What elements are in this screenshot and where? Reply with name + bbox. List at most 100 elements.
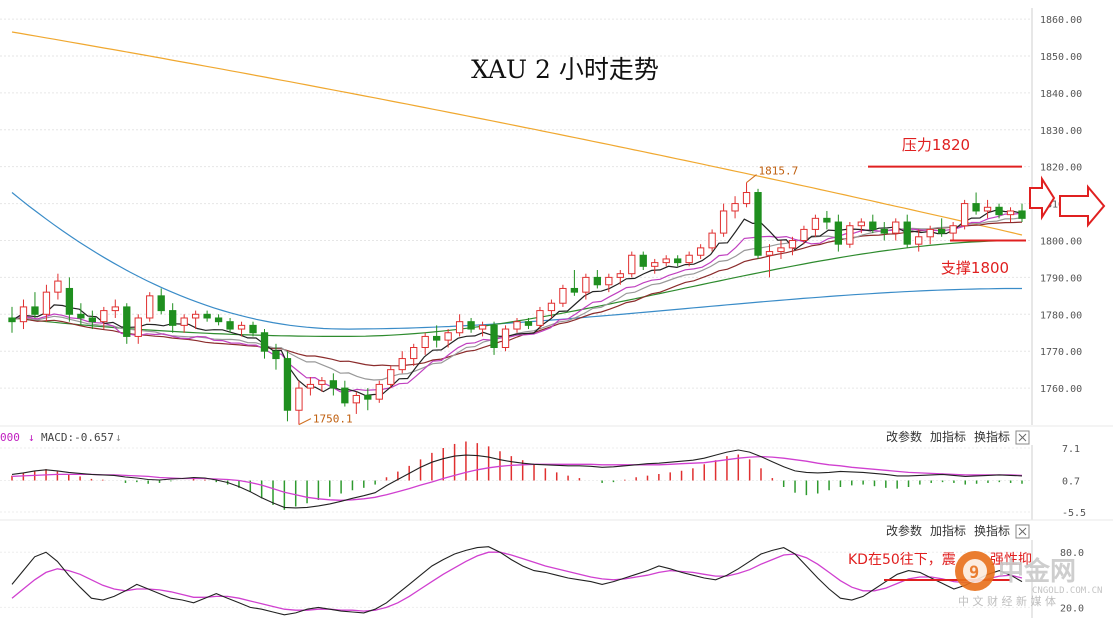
candle-body bbox=[421, 335, 429, 349]
candle-body bbox=[1018, 210, 1026, 219]
candle-body bbox=[582, 276, 590, 293]
candle-body bbox=[478, 324, 487, 330]
kd-d-line bbox=[11, 551, 1023, 612]
macd-grid bbox=[0, 447, 1032, 513]
candle-body bbox=[926, 228, 934, 238]
price-tick-label: 1860.00 bbox=[1040, 15, 1082, 26]
candle-body bbox=[226, 321, 234, 330]
high-label: 1815.7 bbox=[759, 165, 799, 178]
candle-body bbox=[960, 203, 969, 227]
candlesticks bbox=[8, 182, 1026, 425]
candle-body bbox=[639, 254, 647, 267]
candle-body bbox=[111, 306, 119, 312]
candle-body bbox=[559, 287, 567, 304]
candle-body bbox=[754, 192, 762, 256]
candle-body bbox=[410, 347, 418, 360]
kd-tick-label: 20.0 bbox=[1060, 603, 1084, 614]
kd-change-params-button[interactable]: 改参数 bbox=[886, 523, 922, 538]
candle-body bbox=[674, 258, 682, 264]
moving-average-line bbox=[11, 31, 1023, 236]
macd-dif-line bbox=[11, 449, 1023, 509]
kd-annotation: KD在50往下，震 bbox=[848, 552, 956, 568]
candle-body bbox=[915, 236, 923, 245]
candle-body bbox=[455, 321, 464, 334]
candle-body bbox=[191, 313, 200, 319]
candle-body bbox=[169, 310, 177, 326]
candle-body bbox=[605, 276, 613, 286]
macd-change-params-button[interactable]: 改参数 bbox=[886, 429, 922, 444]
candle-body bbox=[100, 310, 108, 323]
candle-body bbox=[949, 225, 957, 234]
low-label: 1750.1 bbox=[313, 413, 353, 426]
price-tick-label: 1790.00 bbox=[1040, 273, 1082, 284]
candle-body bbox=[341, 387, 349, 404]
low-marker-line bbox=[298, 418, 312, 426]
price-tick-label: 1770.00 bbox=[1040, 347, 1082, 358]
candle-body bbox=[260, 332, 269, 352]
candle-body bbox=[513, 321, 521, 330]
candle-body bbox=[180, 317, 188, 326]
candle-body bbox=[708, 232, 716, 249]
support-label: 支撑1800 bbox=[941, 259, 1009, 277]
candle-body bbox=[777, 247, 785, 253]
watermark-tagline: 中 文 财 经 新 媒 体 bbox=[958, 594, 1056, 608]
candle-body bbox=[547, 302, 556, 312]
macd-add-indicator-button[interactable]: 加指标 bbox=[930, 429, 966, 444]
macd-tick-label: -5.5 bbox=[1062, 508, 1086, 519]
candle-body bbox=[651, 262, 659, 267]
macd-histogram bbox=[11, 441, 1023, 510]
macd-header-prefix: 000 bbox=[0, 431, 20, 444]
macd-tick-label: 7.1 bbox=[1062, 444, 1080, 455]
candle-body bbox=[662, 258, 670, 264]
candle-body bbox=[31, 306, 39, 315]
watermark-logo-text: 中金网 bbox=[998, 556, 1076, 587]
candle-body bbox=[249, 324, 257, 334]
candle-body bbox=[203, 313, 211, 319]
candle-body bbox=[880, 228, 888, 234]
candle-body bbox=[501, 328, 510, 349]
kd-grid bbox=[0, 551, 1032, 608]
candle-body bbox=[352, 394, 360, 404]
kd-switch-indicator-button[interactable]: 换指标 bbox=[974, 523, 1010, 538]
candle-body bbox=[685, 254, 693, 264]
candle-body bbox=[1006, 210, 1015, 216]
high-marker-line bbox=[746, 174, 757, 183]
candle-body bbox=[536, 310, 544, 326]
price-grid bbox=[0, 18, 1032, 389]
candle-body bbox=[811, 217, 820, 230]
candle-body bbox=[283, 358, 292, 411]
candle-body bbox=[490, 324, 498, 349]
macd-switch-indicator-button[interactable]: 换指标 bbox=[974, 429, 1010, 444]
candle-body bbox=[237, 324, 246, 330]
macd-close-icon[interactable] bbox=[1015, 430, 1030, 445]
candle-body bbox=[846, 225, 854, 245]
kd-close-icon[interactable] bbox=[1015, 524, 1030, 539]
arrow-right-icon-large bbox=[1059, 184, 1106, 228]
candle-body bbox=[19, 306, 28, 323]
price-annotations: 压力1820 支撑1800 1815.7 1750.1 bbox=[298, 136, 1106, 426]
candle-body bbox=[869, 221, 877, 230]
price-tick-label: 1780.00 bbox=[1040, 310, 1082, 321]
candle-body bbox=[972, 203, 980, 212]
watermark-domain: CNGOLD.COM.CN bbox=[1032, 586, 1102, 596]
macd-down-icon: ↓ bbox=[28, 431, 35, 444]
price-tick-label: 1850.00 bbox=[1040, 52, 1082, 63]
candle-body bbox=[88, 317, 96, 323]
candle-body bbox=[318, 380, 326, 385]
resistance-label: 压力1820 bbox=[902, 136, 970, 154]
macd-down-arrow-icon: ↓ bbox=[115, 431, 122, 444]
kd-axis: 80.0 20.0 bbox=[1060, 548, 1084, 614]
kd-add-indicator-button[interactable]: 加指标 bbox=[930, 523, 966, 538]
candle-body bbox=[696, 247, 705, 256]
candle-body bbox=[834, 221, 843, 245]
candle-body bbox=[570, 287, 579, 293]
candle-body bbox=[903, 221, 911, 245]
kd-tick-label: 80.0 bbox=[1060, 548, 1084, 559]
candle-body bbox=[398, 358, 406, 371]
svg-text:9: 9 bbox=[969, 563, 979, 583]
price-tick-label: 1760.00 bbox=[1040, 384, 1082, 395]
watermark: 9 中金网 CNGOLD.COM.CN 中 文 财 经 新 媒 体 bbox=[955, 551, 1102, 608]
candle-body bbox=[765, 251, 774, 256]
